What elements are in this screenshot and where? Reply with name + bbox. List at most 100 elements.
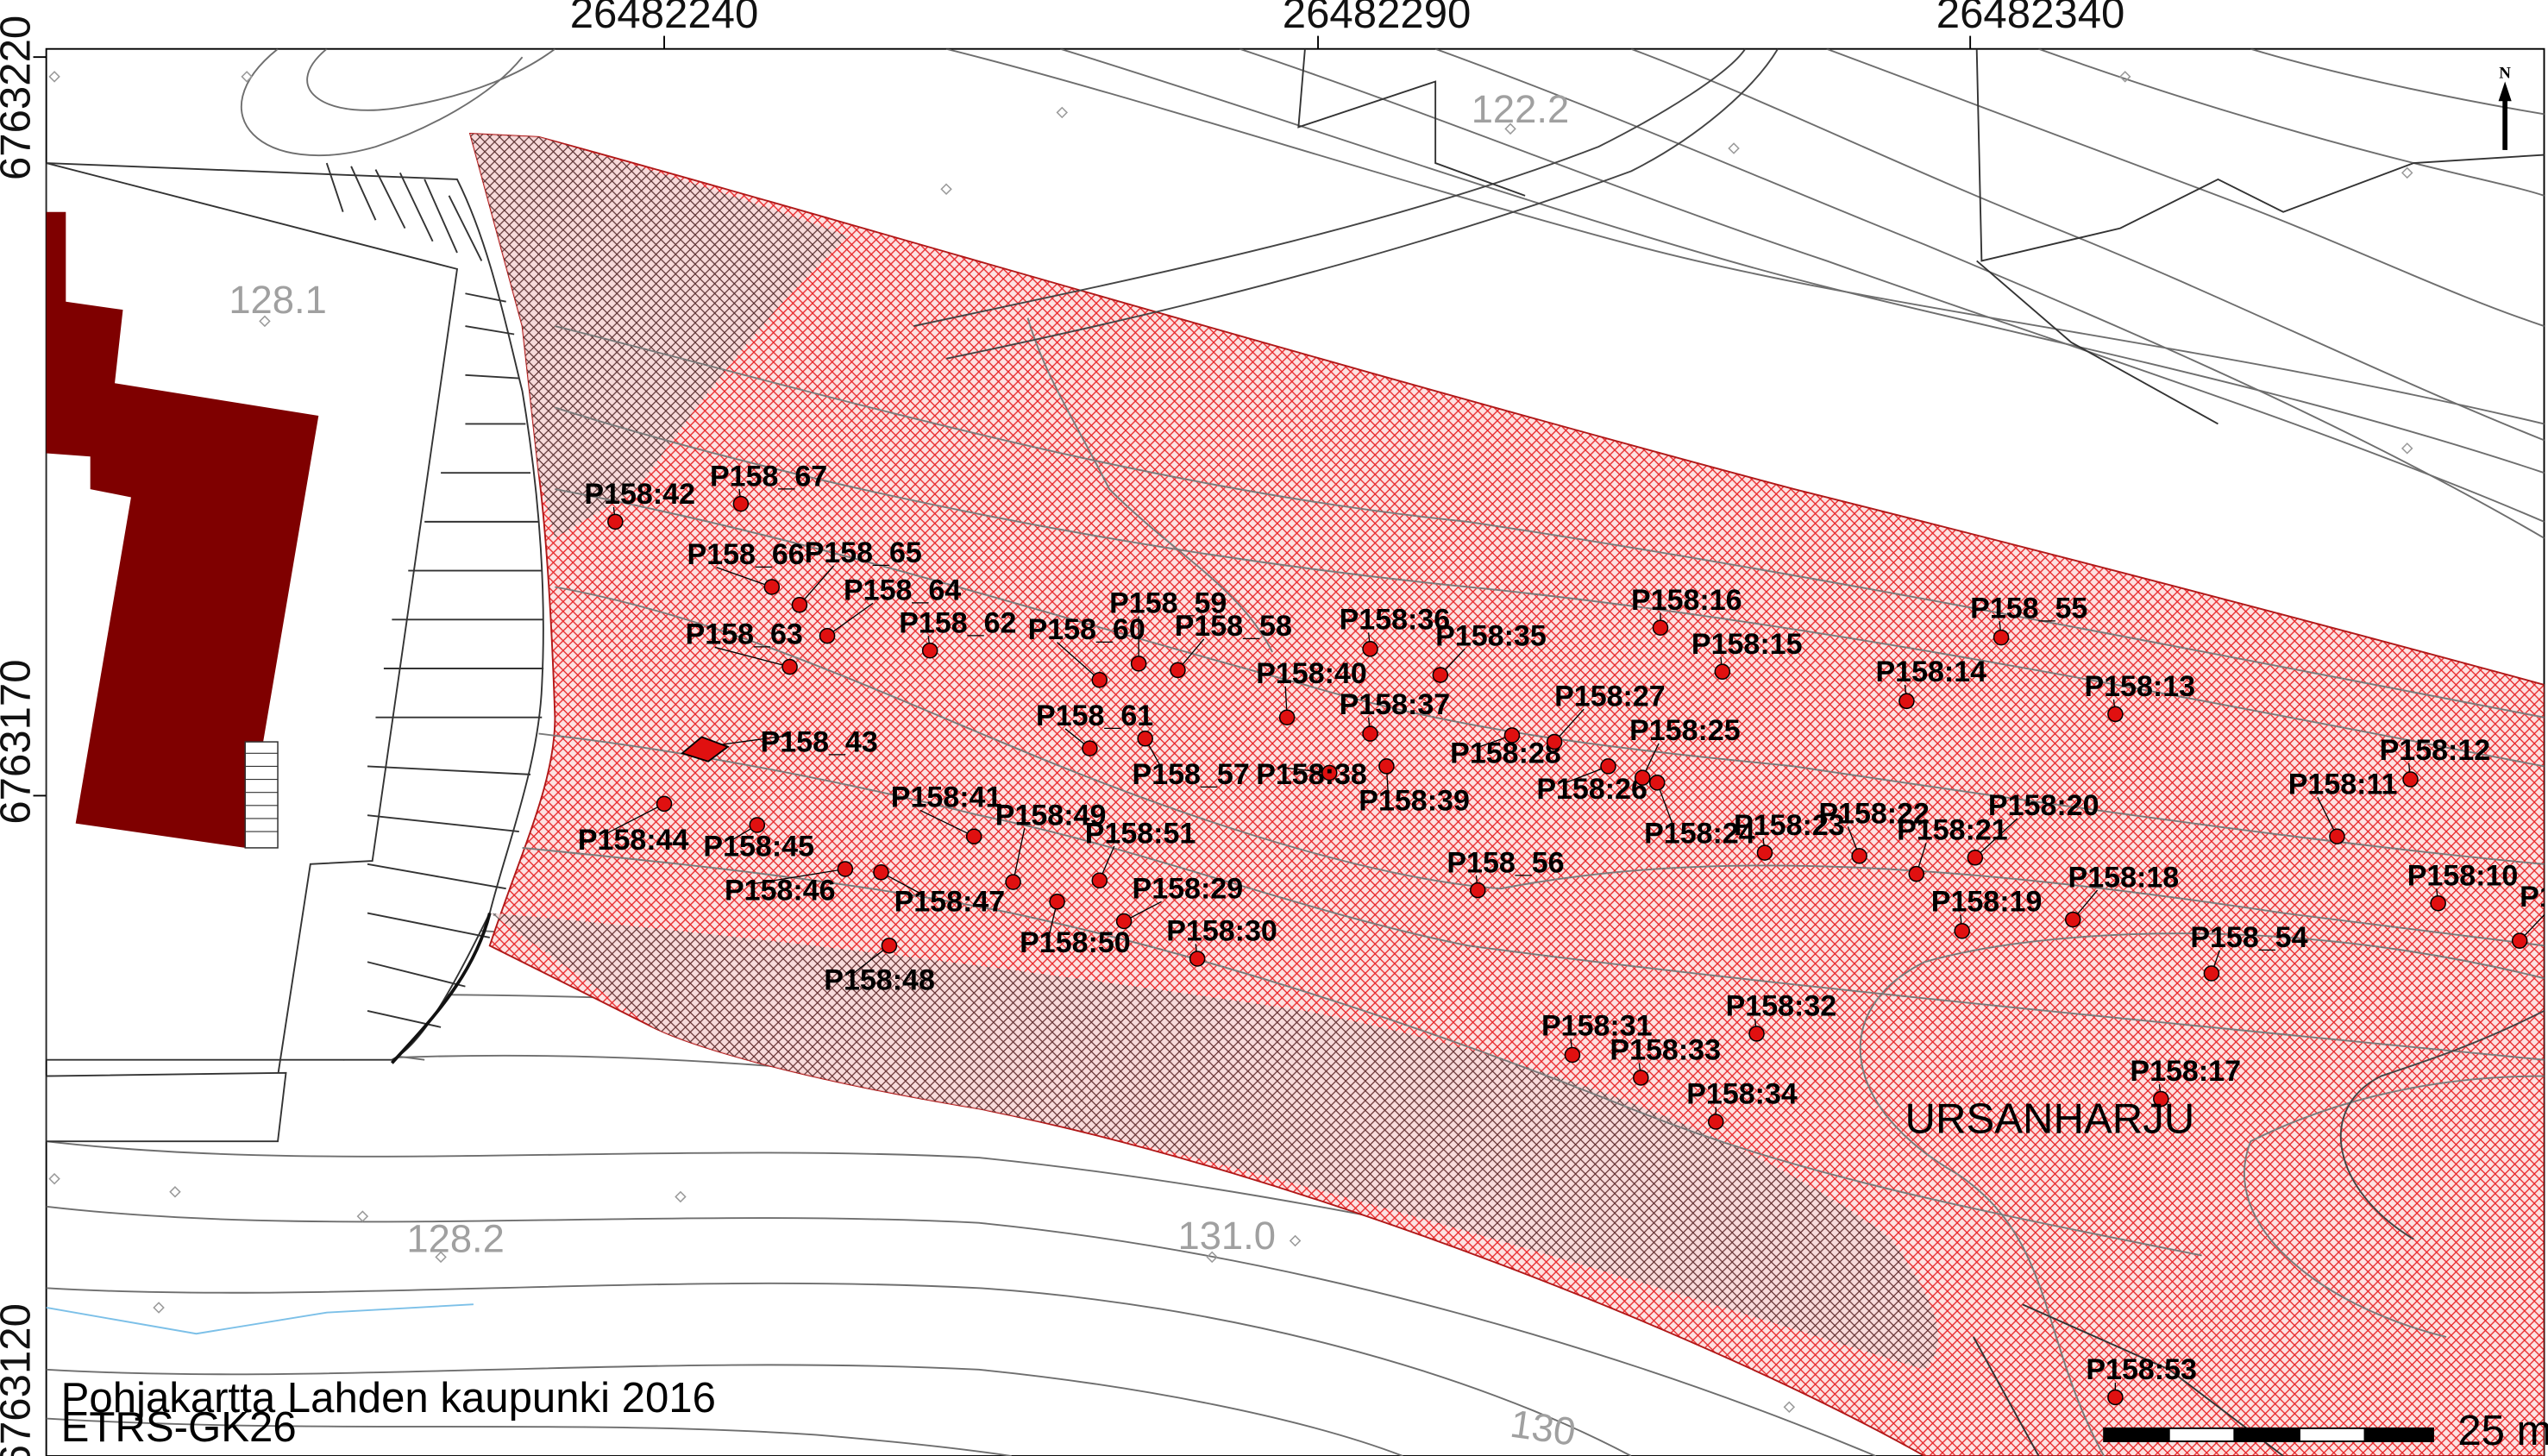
sample-point-p158-57-label: P158_57 xyxy=(1133,758,1250,791)
sample-point-p158-62-label: P158_62 xyxy=(899,606,1016,639)
sample-point-p158-44-label: P158:44 xyxy=(578,824,689,857)
sample-point-p158-42-label: P158:42 xyxy=(584,478,695,511)
sample-point-p158-38[interactable] xyxy=(1321,764,1338,781)
sample-point-p158-59-label: P158_59 xyxy=(1109,587,1227,620)
survey-markers xyxy=(48,71,2413,1414)
slope-hatch-lines xyxy=(325,162,544,1028)
sample-point-p158-10[interactable] xyxy=(2430,894,2446,912)
sample-point-p158-15[interactable] xyxy=(1714,663,1731,681)
sample-point-p158-18[interactable] xyxy=(2064,911,2081,928)
sample-point-p158-11[interactable] xyxy=(2329,828,2345,844)
sample-point-p158-55[interactable] xyxy=(1993,629,2010,646)
x-coordinate-label: 26482290 xyxy=(1283,0,1472,37)
sample-point-p158-20-label: P158:20 xyxy=(1988,789,2099,822)
sample-point-p158-16[interactable] xyxy=(1652,619,1669,637)
sample-point-p158-61-label: P158_61 xyxy=(1036,700,1153,732)
sample-point-p158-48[interactable] xyxy=(881,938,898,954)
sample-point-p158-27[interactable] xyxy=(1546,733,1563,750)
sample-point-p158-63-leader xyxy=(714,646,790,668)
sample-point-p158-60[interactable] xyxy=(1091,671,1108,688)
sample-point-p158-28[interactable] xyxy=(1503,727,1521,744)
sample-point-p158-51-label: P158:51 xyxy=(1085,817,1196,850)
elevation-label: 128.2 xyxy=(406,1217,505,1261)
sample-point-p158-64[interactable] xyxy=(819,627,836,644)
sample-point-p158-67[interactable] xyxy=(732,495,750,512)
sample-point-p158-53-label: P158:53 xyxy=(2086,1353,2197,1386)
sample-point-p158-50[interactable] xyxy=(1049,894,1065,910)
sample-point-p158-26[interactable] xyxy=(1600,758,1616,775)
sample-point-p158-37-label: P158:37 xyxy=(1340,688,1451,721)
sample-point-p158-29[interactable] xyxy=(1115,913,1133,930)
sample-point-p158-30[interactable] xyxy=(1189,951,1206,967)
sample-point-p158-33[interactable] xyxy=(1633,1070,1649,1086)
sample-point-p158-59[interactable] xyxy=(1130,656,1147,672)
sample-point-p158-20-leader xyxy=(1974,818,2018,858)
sample-point-p158-49-leader xyxy=(1012,828,1026,882)
sample-point-p158-58[interactable] xyxy=(1170,662,1186,679)
sample-point-p158-56[interactable] xyxy=(1470,882,1486,899)
road xyxy=(913,48,2545,1240)
sample-point-p158-53[interactable] xyxy=(2107,1389,2124,1406)
sample-point-p158-36-label: P158:36 xyxy=(1340,604,1451,637)
dark-hatch-west xyxy=(470,134,849,538)
sample-point-p158-22[interactable] xyxy=(1851,848,1867,864)
sample-point-p158-40-label: P158:40 xyxy=(1256,657,1367,690)
credit-line-1: Pohjakartta Lahden kaupunki 2016 xyxy=(61,1375,716,1421)
sample-point-p158-37[interactable] xyxy=(1362,725,1378,742)
sample-point-p158-65-label: P158_65 xyxy=(805,537,922,569)
y-coordinate-label: 6763120 xyxy=(0,1303,40,1456)
sample-point-p158-46-label: P158:46 xyxy=(725,874,836,907)
sample-point-p158-40[interactable] xyxy=(1278,709,1296,725)
sample-point-p158-60-leader xyxy=(1057,642,1101,681)
sample-point-p158-35[interactable] xyxy=(1432,667,1449,683)
sample-point-p158-23-label: P158:23 xyxy=(1734,809,1845,842)
sample-point-p158-46[interactable] xyxy=(837,861,854,877)
sample-point-p158-17[interactable] xyxy=(2153,1090,2169,1108)
sample-point-p158-35-label: P158:35 xyxy=(1435,620,1547,653)
sample-point-p158-32[interactable] xyxy=(1748,1026,1765,1042)
sample-point-p158-12[interactable] xyxy=(2402,771,2419,788)
sample-point-p158-47[interactable] xyxy=(873,864,889,881)
sample-point-p158-33-label: P158:33 xyxy=(1610,1034,1721,1067)
sample-point-p158-62[interactable] xyxy=(921,642,938,659)
sample-point-p158-13-label: P158:13 xyxy=(2084,670,2195,703)
sample-point-p158-19[interactable] xyxy=(1954,923,1970,939)
sample-point-p158-51[interactable] xyxy=(1091,872,1108,889)
sample-point-p158-58-label: P158_58 xyxy=(1175,610,1292,643)
sample-point-p158-44[interactable] xyxy=(656,795,673,813)
sample-point-p158-64-leader xyxy=(826,602,874,637)
sample-point-p158-13[interactable] xyxy=(2107,706,2124,723)
sample-point-p158-63[interactable] xyxy=(781,658,798,675)
sample-point-p158-56-label: P158_56 xyxy=(1447,846,1564,879)
sample-point-p158-36[interactable] xyxy=(1362,641,1378,657)
sample-point-p158-20[interactable] xyxy=(1967,850,1984,866)
y-coordinate-label: 6763220 xyxy=(0,16,40,180)
sample-point-p158-25[interactable] xyxy=(1634,769,1651,786)
sample-point-p158-49[interactable] xyxy=(1005,874,1021,890)
sample-point-p158-42[interactable] xyxy=(607,513,624,530)
sample-point-p158-66[interactable] xyxy=(763,579,781,595)
sample-point-p158-25-label: P158:25 xyxy=(1629,714,1741,747)
sample-point-p158-65-leader xyxy=(799,565,835,606)
sample-point-p158-63-label: P158_63 xyxy=(686,618,803,651)
sample-point-p158-31[interactable] xyxy=(1564,1046,1581,1064)
sample-point-p158-34-label: P158:34 xyxy=(1686,1078,1798,1111)
sample-point-p158-55-label: P158_55 xyxy=(1970,592,2087,624)
credit-line-2: ETRS-GK26 xyxy=(61,1404,297,1451)
sample-point-p158-39[interactable] xyxy=(1378,758,1395,775)
sample-point-p158-57[interactable] xyxy=(1137,731,1153,747)
sample-point-p158-14[interactable] xyxy=(1898,693,1915,710)
sample-point-p158-21[interactable] xyxy=(1908,865,1925,882)
sample-point-p158-18-label: P158:18 xyxy=(2068,861,2180,894)
sample-point-p158-41[interactable] xyxy=(965,828,982,844)
sample-point-p158-61[interactable] xyxy=(1082,740,1098,756)
sample-point-p158-23[interactable] xyxy=(1756,844,1773,861)
sample-point-p158-34[interactable] xyxy=(1707,1114,1724,1130)
sample-point-p158-24[interactable] xyxy=(1648,775,1666,791)
sample-point-p158-65[interactable] xyxy=(791,597,808,613)
sample-point-p158-45[interactable] xyxy=(749,817,766,833)
sample-point-p158-54[interactable] xyxy=(2203,965,2220,982)
sample-point-p15[interactable] xyxy=(2511,932,2528,949)
sample-point-p158-21-label: P158:21 xyxy=(1897,813,2008,846)
sample-point-p158-17-label: P158:17 xyxy=(2130,1055,2241,1088)
